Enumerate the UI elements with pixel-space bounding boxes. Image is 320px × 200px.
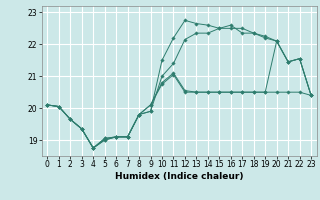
X-axis label: Humidex (Indice chaleur): Humidex (Indice chaleur) [115, 172, 244, 181]
